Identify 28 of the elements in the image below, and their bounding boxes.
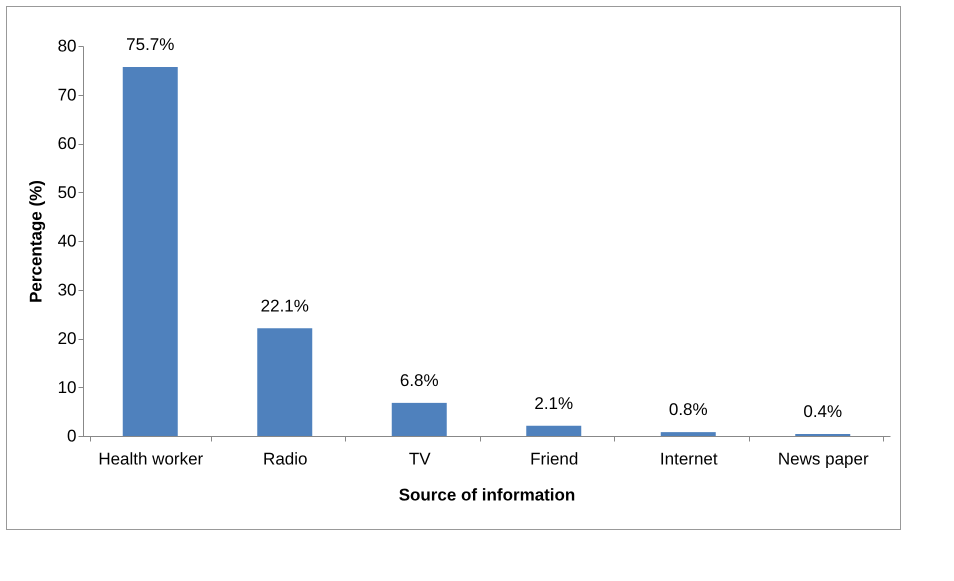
x-tick-label: Internet <box>660 450 718 468</box>
y-tick-label: 50 <box>58 182 76 202</box>
x-tick-label: Health worker <box>98 450 204 468</box>
data-label: 75.7% <box>126 34 174 54</box>
bar <box>257 328 312 436</box>
y-axis-title: Percentage (%) <box>26 180 46 303</box>
data-label: 0.4% <box>803 402 842 422</box>
y-tick-label: 0 <box>67 426 76 446</box>
x-tick-label: Friend <box>530 450 578 468</box>
data-label: 0.8% <box>668 400 708 420</box>
y-tick-label: 40 <box>58 232 76 250</box>
data-label: 22.1% <box>260 296 309 316</box>
x-tick-label: TV <box>408 450 432 468</box>
bar <box>122 66 178 436</box>
y-tick-label: 10 <box>58 378 76 397</box>
data-label: 6.8% <box>400 370 439 390</box>
y-tick-label: 20 <box>58 329 76 348</box>
bar <box>392 402 447 436</box>
y-tick-label: 70 <box>58 85 76 104</box>
bar <box>526 426 582 436</box>
x-axis-title: Source of information <box>398 486 576 504</box>
y-tick-label: 60 <box>58 134 76 153</box>
x-tick-label: Radio <box>263 450 308 468</box>
y-tick-label: 80 <box>58 36 76 56</box>
x-tick-label: News paper <box>778 450 869 468</box>
bar <box>660 432 716 436</box>
data-label: 2.1% <box>534 394 574 413</box>
y-tick-label: 30 <box>58 280 76 300</box>
